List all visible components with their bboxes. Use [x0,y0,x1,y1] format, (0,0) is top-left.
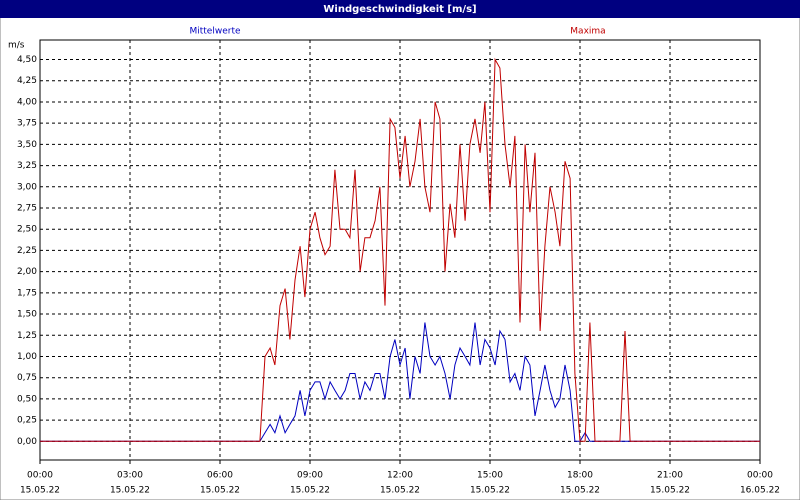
y-tick-label: 1,00 [17,352,37,362]
y-tick-label: 3,50 [17,140,37,150]
legend-entry: Maxima [570,27,605,37]
y-tick-label: 3,25 [17,161,37,171]
legend-entry: Mittelwerte [189,27,240,37]
y-tick-label: 1,25 [17,331,37,341]
y-tick-label: 4,25 [17,76,37,86]
x-tick-label: 18:00 [567,471,593,481]
x-tick-date: 16.05.22 [740,486,780,496]
x-tick-date: 15.05.22 [380,486,420,496]
x-tick-label: 06:00 [207,471,233,481]
y-tick-label: 4,00 [17,97,37,107]
y-tick-label: 0,25 [17,416,37,426]
x-tick-date: 15.05.22 [20,486,60,496]
x-tick-label: 00:00 [747,471,773,481]
chart-title: Windgeschwindigkeit [m/s] [323,4,476,15]
x-tick-date: 15.05.22 [560,486,600,496]
y-tick-label: 2,75 [17,204,37,214]
data-line [40,57,760,442]
y-tick-label: 0,00 [17,437,37,447]
x-tick-label: 21:00 [657,471,683,481]
x-tick-label: 00:00 [27,471,53,481]
x-tick-label: 03:00 [117,471,143,481]
x-tick-label: 15:00 [477,471,503,481]
title-bar [0,0,800,18]
y-tick-label: 3,75 [17,119,37,129]
y-tick-label: 4,50 [17,55,37,65]
x-tick-date: 15.05.22 [200,486,240,496]
y-axis-label: m/s [8,41,25,51]
data-line [40,322,760,442]
y-tick-label: 2,50 [17,225,37,235]
y-tick-label: 0,50 [17,394,37,404]
y-tick-label: 2,00 [17,267,37,277]
x-tick-date: 15.05.22 [650,486,690,496]
x-tick-date: 15.05.22 [290,486,330,496]
y-tick-label: 1,75 [17,288,37,298]
y-tick-label: 3,00 [17,182,37,192]
x-tick-date: 15.05.22 [470,486,510,496]
x-tick-date: 15.05.22 [110,486,150,496]
x-tick-label: 12:00 [387,471,413,481]
y-tick-label: 0,75 [17,373,37,383]
x-tick-label: 09:00 [297,471,323,481]
y-tick-label: 1,50 [17,310,37,320]
y-tick-label: 2,25 [17,246,37,256]
